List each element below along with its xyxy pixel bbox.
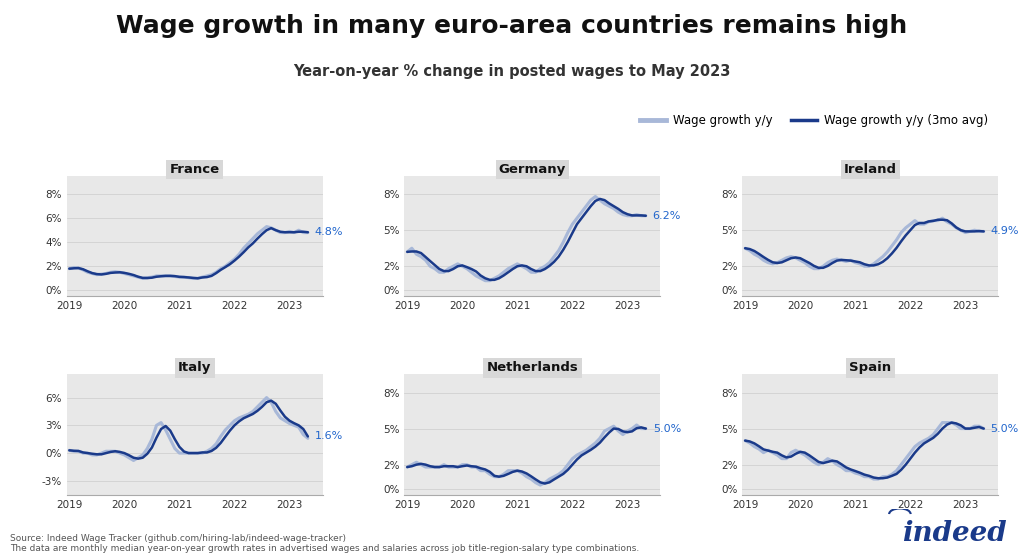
- Text: 4.9%: 4.9%: [990, 226, 1019, 236]
- Text: 6.2%: 6.2%: [652, 211, 681, 221]
- Text: 1.6%: 1.6%: [314, 432, 343, 442]
- Text: 4.8%: 4.8%: [314, 228, 343, 237]
- Text: 5.0%: 5.0%: [990, 424, 1019, 434]
- Text: 5.0%: 5.0%: [652, 424, 681, 434]
- Text: Source: Indeed Wage Tracker (github.com/hiring-lab/indeed-wage-tracker)
The data: Source: Indeed Wage Tracker (github.com/…: [10, 534, 640, 553]
- Title: France: France: [170, 163, 219, 176]
- Title: Spain: Spain: [849, 362, 892, 375]
- Text: Year-on-year % change in posted wages to May 2023: Year-on-year % change in posted wages to…: [293, 64, 731, 79]
- Legend: Wage growth y/y, Wage growth y/y (3mo avg): Wage growth y/y, Wage growth y/y (3mo av…: [636, 110, 992, 132]
- Text: indeed: indeed: [902, 520, 1007, 547]
- Text: Wage growth in many euro-area countries remains high: Wage growth in many euro-area countries …: [117, 14, 907, 38]
- Title: Netherlands: Netherlands: [486, 362, 579, 375]
- Title: Germany: Germany: [499, 163, 566, 176]
- Title: Italy: Italy: [178, 362, 211, 375]
- Title: Ireland: Ireland: [844, 163, 897, 176]
